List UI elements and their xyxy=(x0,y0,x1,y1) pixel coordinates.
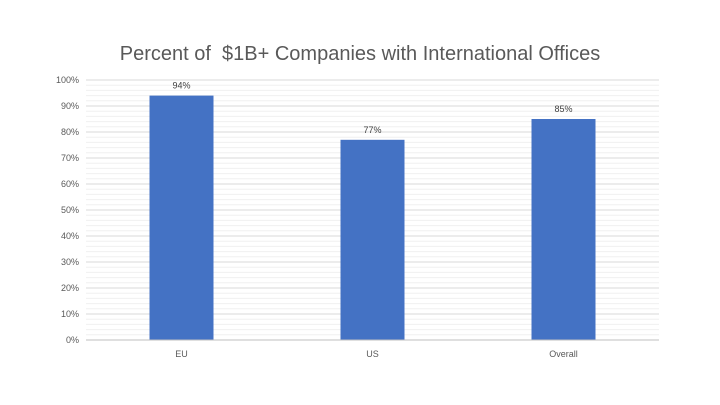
y-tick-label: 20% xyxy=(61,283,79,293)
y-tick-label: 0% xyxy=(66,335,79,345)
data-label: 85% xyxy=(554,104,572,114)
y-tick-label: 70% xyxy=(61,153,79,163)
x-category-label: Overall xyxy=(549,349,578,359)
y-tick-label: 40% xyxy=(61,231,79,241)
bar-overall xyxy=(531,119,596,340)
chart-title: Percent of $1B+ Companies with Internati… xyxy=(119,43,601,65)
bar-us xyxy=(340,139,405,340)
y-tick-label: 80% xyxy=(61,127,79,137)
y-tick-label: 10% xyxy=(61,309,79,319)
y-tick-label: 30% xyxy=(61,257,79,267)
bar-eu xyxy=(149,95,214,340)
data-label: 77% xyxy=(363,125,381,135)
y-tick-label: 60% xyxy=(61,179,79,189)
x-category-label: EU xyxy=(175,349,188,359)
x-category-label: US xyxy=(366,349,379,359)
y-tick-label: 90% xyxy=(61,101,79,111)
data-label: 94% xyxy=(172,81,190,91)
y-tick-label: 100% xyxy=(56,75,79,85)
y-tick-label: 50% xyxy=(61,205,79,215)
